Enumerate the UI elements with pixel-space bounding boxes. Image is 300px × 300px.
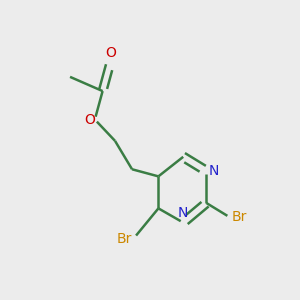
Text: N: N [178, 206, 188, 220]
Text: N: N [209, 164, 219, 178]
Text: Br: Br [117, 232, 132, 246]
Text: O: O [105, 46, 116, 60]
Text: O: O [84, 112, 95, 127]
Text: Br: Br [231, 210, 247, 224]
